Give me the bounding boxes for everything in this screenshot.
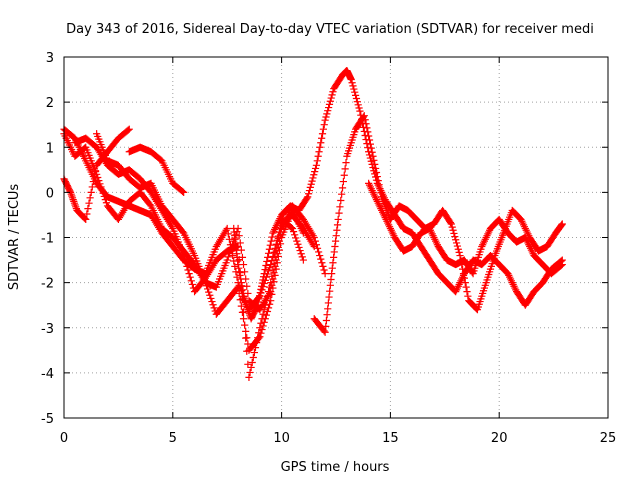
series-track-9: [365, 179, 566, 278]
y-tick-label: 1: [46, 141, 54, 156]
y-tick-label: 0: [46, 186, 54, 201]
data-layer: [60, 66, 566, 381]
series-markers: [310, 112, 566, 336]
y-tick-label: -3: [41, 322, 54, 337]
series-track-5: [93, 130, 329, 314]
x-axis-label: GPS time / hours: [281, 460, 390, 475]
x-tick-label: 5: [169, 431, 177, 446]
y-tick-label: 2: [46, 96, 54, 111]
series-track-7: [230, 66, 566, 323]
y-tick-label: -5: [41, 412, 54, 427]
y-tick-label: -2: [41, 277, 54, 292]
tick-layer: 0 5 10 15 20 25 -5 -4 -3 -2 -1 0 1 2 3: [41, 51, 616, 446]
series-track-8: [310, 112, 566, 336]
series-markers: [93, 130, 329, 314]
series-markers: [125, 143, 188, 196]
series-track-6: [125, 143, 188, 196]
y-tick-label: 3: [46, 51, 54, 66]
series-markers: [230, 66, 566, 323]
x-tick-label: 10: [273, 431, 290, 446]
x-tick-label: 15: [382, 431, 399, 446]
series-markers: [365, 179, 566, 278]
chart-title: Day 343 of 2016, Sidereal Day-to-day VTE…: [66, 22, 594, 37]
y-axis-label: SDTVAR / TECUs: [7, 184, 22, 291]
x-tick-label: 20: [491, 431, 508, 446]
y-tick-label: -1: [41, 232, 54, 247]
x-tick-label: 0: [60, 431, 68, 446]
y-tick-label: -4: [41, 367, 54, 382]
x-tick-label: 25: [600, 431, 617, 446]
